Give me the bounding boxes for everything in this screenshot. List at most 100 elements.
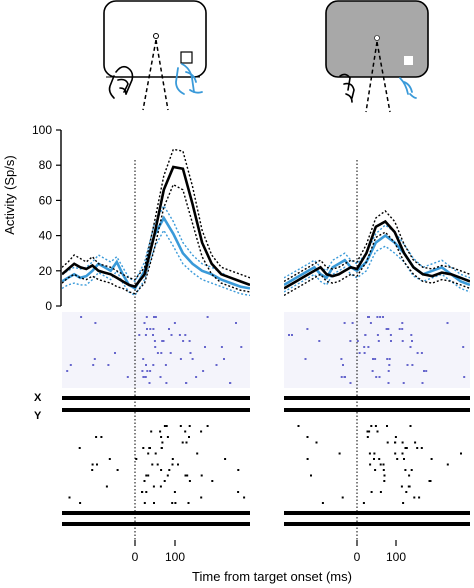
spike-mark bbox=[169, 352, 172, 354]
spike-mark bbox=[179, 425, 182, 427]
right-psth-plot bbox=[284, 210, 470, 297]
eye-trace bbox=[62, 511, 250, 515]
spike-mark bbox=[94, 322, 97, 324]
spike-mark bbox=[406, 364, 409, 366]
spike-mark bbox=[164, 364, 167, 366]
eye-trace bbox=[62, 396, 250, 400]
spike-mark bbox=[181, 441, 184, 444]
spike-mark bbox=[374, 469, 377, 471]
spike-mark bbox=[69, 364, 72, 366]
spike-mark bbox=[66, 370, 69, 372]
spike-mark bbox=[179, 358, 182, 360]
spike-mark bbox=[195, 376, 198, 378]
spike-mark bbox=[340, 376, 343, 378]
spike-mark bbox=[362, 502, 365, 504]
spike-mark bbox=[142, 358, 145, 360]
spike-mark bbox=[171, 463, 174, 466]
spike-mark bbox=[343, 322, 346, 324]
spike-mark bbox=[78, 447, 81, 449]
spike-mark bbox=[114, 352, 116, 354]
spike-mark bbox=[379, 463, 382, 466]
spike-mark bbox=[369, 463, 372, 466]
spike-mark bbox=[160, 469, 163, 471]
left-blue-mean-line bbox=[62, 215, 250, 291]
spike-mark bbox=[161, 340, 164, 342]
spike-mark bbox=[152, 485, 155, 488]
spike-mark bbox=[425, 370, 428, 372]
spike-mark bbox=[396, 458, 399, 460]
spike-mark bbox=[202, 370, 205, 372]
x-axis-ticks: 0 100 0 100 bbox=[132, 540, 406, 564]
spike-mark bbox=[150, 430, 153, 433]
y-tick-label: 80 bbox=[39, 158, 53, 172]
spike-mark bbox=[288, 334, 290, 336]
spike-mark bbox=[151, 463, 154, 466]
spike-mark bbox=[418, 496, 421, 499]
spike-mark bbox=[143, 502, 146, 504]
spike-mark bbox=[388, 364, 391, 366]
eye-trace bbox=[62, 522, 250, 526]
target-square-icon bbox=[404, 56, 413, 65]
spike-mark bbox=[378, 458, 381, 460]
spike-mark bbox=[153, 316, 155, 318]
spike-mark bbox=[149, 328, 152, 330]
spike-mark bbox=[416, 352, 419, 354]
spike-mark bbox=[178, 334, 181, 336]
spike-mark bbox=[349, 340, 352, 342]
spike-mark bbox=[369, 322, 372, 324]
spike-mark bbox=[68, 496, 71, 499]
spike-mark bbox=[171, 458, 174, 460]
spike-mark bbox=[184, 334, 187, 336]
spike-mark bbox=[166, 474, 169, 477]
spike-mark bbox=[184, 474, 187, 477]
spike-mark bbox=[148, 447, 151, 449]
spike-mark bbox=[378, 376, 381, 378]
spike-mark bbox=[306, 328, 309, 330]
spike-mark bbox=[421, 382, 424, 384]
spike-mark bbox=[188, 480, 191, 482]
spike-mark bbox=[385, 328, 388, 330]
spike-mark bbox=[108, 458, 111, 460]
eye-trace bbox=[284, 511, 470, 515]
spike-mark bbox=[321, 502, 324, 504]
spike-mark bbox=[342, 364, 344, 366]
spike-mark bbox=[159, 376, 162, 378]
fixation-dot-icon bbox=[153, 33, 159, 39]
spike-mark bbox=[390, 340, 392, 342]
spike-mark bbox=[92, 364, 95, 366]
y-axis-label: Activity (Sp/s) bbox=[2, 155, 17, 234]
spike-mark bbox=[206, 425, 209, 427]
spike-mark bbox=[187, 502, 190, 504]
y-tick-label: 40 bbox=[39, 229, 53, 243]
spike-mark bbox=[410, 334, 413, 336]
spike-mark bbox=[379, 491, 382, 493]
spike-mark bbox=[159, 430, 162, 433]
spike-mark bbox=[315, 441, 318, 444]
spike-mark bbox=[407, 485, 410, 488]
spike-mark bbox=[416, 447, 419, 449]
spike-mark bbox=[146, 370, 149, 372]
spike-mark bbox=[306, 458, 309, 460]
spike-mark bbox=[143, 322, 146, 324]
spike-mark bbox=[79, 502, 82, 504]
x-axis-label: Time from target onset (ms) bbox=[192, 569, 352, 584]
spike-mark bbox=[173, 322, 176, 324]
spike-mark bbox=[403, 458, 405, 460]
spike-mark bbox=[372, 358, 374, 360]
spike-mark bbox=[145, 316, 148, 318]
spike-mark bbox=[223, 358, 225, 360]
spike-mark bbox=[377, 340, 380, 342]
spike-mark bbox=[306, 436, 309, 438]
target-square-icon bbox=[180, 51, 193, 64]
spike-mark bbox=[161, 441, 164, 444]
spike-mark bbox=[168, 469, 171, 471]
spike-mark bbox=[145, 474, 148, 477]
spike-mark bbox=[318, 340, 321, 342]
spike-mark bbox=[166, 436, 169, 438]
spike-mark bbox=[394, 441, 397, 444]
spike-mark bbox=[387, 328, 390, 330]
white-screen-icon bbox=[103, 0, 207, 78]
fixation-dot-icon bbox=[374, 35, 380, 41]
spike-mark bbox=[141, 491, 144, 493]
spike-mark bbox=[144, 334, 147, 336]
